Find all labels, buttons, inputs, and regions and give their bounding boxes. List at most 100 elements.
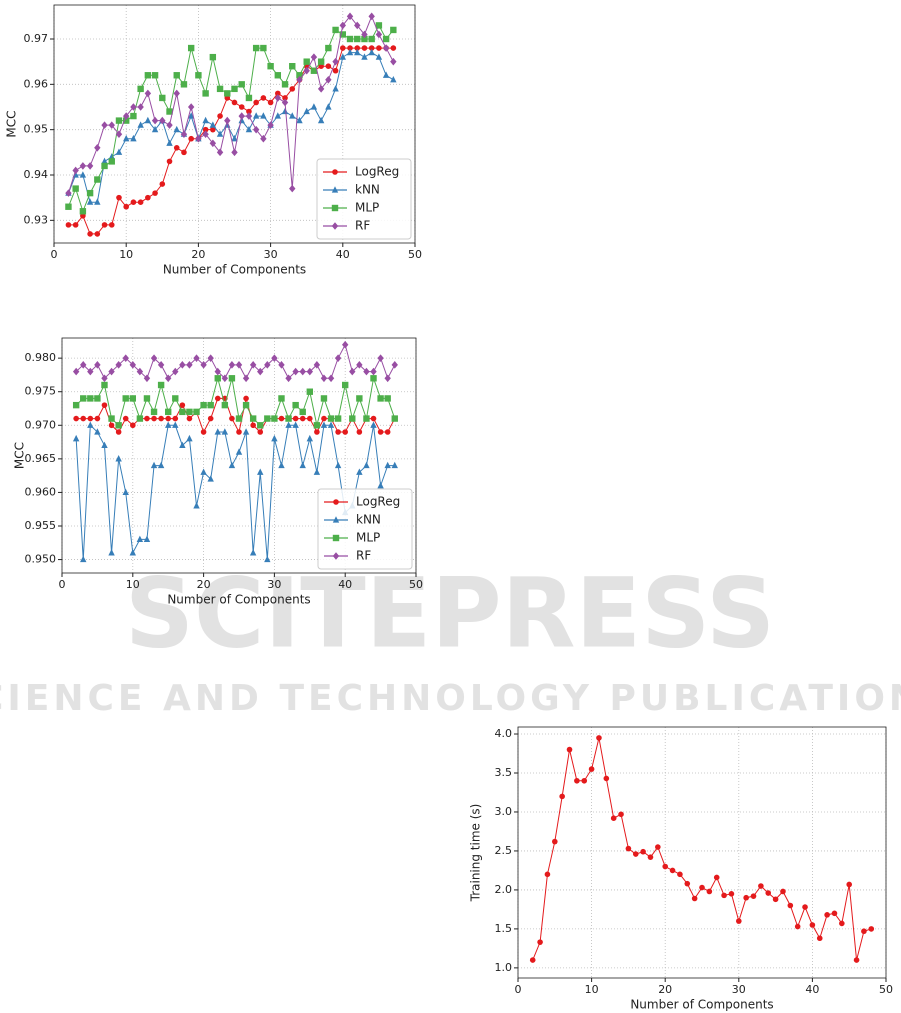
marker: [310, 103, 318, 110]
line: [76, 397, 396, 434]
x-tick-label: 50: [879, 983, 893, 996]
marker: [566, 746, 573, 753]
marker: [94, 361, 101, 369]
marker: [65, 222, 72, 228]
marker: [115, 117, 123, 124]
marker: [285, 421, 292, 428]
marker: [207, 401, 214, 409]
marker: [245, 112, 253, 120]
x-tick-label: 30: [267, 578, 281, 591]
marker: [116, 194, 122, 201]
marker: [193, 502, 200, 509]
marker: [210, 126, 216, 133]
marker: [391, 361, 398, 369]
marker: [347, 45, 353, 51]
line: [67, 52, 394, 203]
marker: [65, 189, 72, 197]
marker: [334, 461, 342, 469]
marker: [802, 904, 808, 910]
marker: [361, 53, 368, 60]
marker: [87, 395, 94, 402]
marker: [382, 71, 390, 78]
series: [65, 45, 397, 237]
marker: [307, 415, 313, 422]
marker: [122, 415, 129, 422]
y-tick-label: 0.950: [25, 553, 57, 566]
marker: [390, 76, 397, 83]
marker: [292, 367, 299, 376]
x-tick-label: 40: [805, 983, 819, 996]
line: [532, 737, 872, 961]
marker: [159, 94, 166, 102]
legend-label: RF: [355, 219, 370, 233]
marker: [325, 44, 332, 52]
marker: [252, 44, 260, 52]
marker: [144, 72, 152, 79]
marker: [691, 895, 698, 902]
marker: [136, 415, 144, 422]
marker: [809, 922, 816, 928]
marker: [292, 401, 299, 409]
marker: [370, 375, 377, 382]
series: [65, 22, 397, 215]
legend: LogReg kNN MLP RF: [317, 488, 413, 570]
marker: [186, 361, 193, 369]
marker: [231, 134, 238, 142]
marker: [187, 103, 195, 111]
marker: [73, 415, 79, 422]
marker: [320, 421, 328, 428]
marker: [750, 893, 757, 899]
marker: [390, 26, 397, 34]
marker: [772, 896, 779, 903]
marker: [363, 461, 370, 469]
x-tick-label: 10: [119, 248, 133, 261]
marker: [327, 415, 335, 422]
marker: [274, 72, 282, 79]
marker: [216, 148, 224, 157]
marker: [325, 103, 332, 110]
legend-marker: [331, 204, 339, 212]
marker: [346, 48, 354, 56]
legend-label: kNN: [355, 183, 380, 197]
marker: [320, 395, 328, 402]
marker: [245, 125, 253, 133]
marker: [136, 535, 144, 543]
marker: [101, 374, 108, 383]
marker: [123, 134, 130, 142]
legend-marker: [331, 222, 339, 230]
marker: [278, 361, 285, 369]
marker: [264, 361, 271, 369]
marker: [334, 415, 342, 422]
marker: [249, 361, 257, 369]
marker: [72, 222, 79, 228]
marker: [306, 434, 313, 442]
marker: [743, 894, 749, 901]
marker: [684, 880, 691, 887]
y-tick-label: 2.0: [495, 883, 513, 896]
marker: [207, 354, 214, 362]
marker: [202, 126, 209, 133]
marker: [165, 421, 172, 428]
marker: [179, 441, 186, 449]
marker: [382, 44, 390, 52]
x-tick-label: 30: [732, 983, 746, 996]
marker: [115, 429, 122, 435]
y-tick-label: 0.94: [24, 168, 49, 181]
marker: [108, 158, 115, 165]
marker: [172, 415, 179, 422]
marker: [260, 44, 267, 52]
x-tick-label: 50: [409, 578, 423, 591]
marker: [363, 367, 370, 376]
marker: [122, 488, 129, 496]
marker: [289, 184, 296, 193]
marker: [713, 874, 720, 881]
marker: [214, 375, 221, 382]
line: [75, 376, 396, 427]
marker: [596, 735, 602, 741]
marker: [306, 367, 313, 376]
marker: [150, 408, 158, 416]
marker: [260, 112, 267, 119]
marker: [65, 203, 72, 210]
marker: [529, 957, 536, 963]
